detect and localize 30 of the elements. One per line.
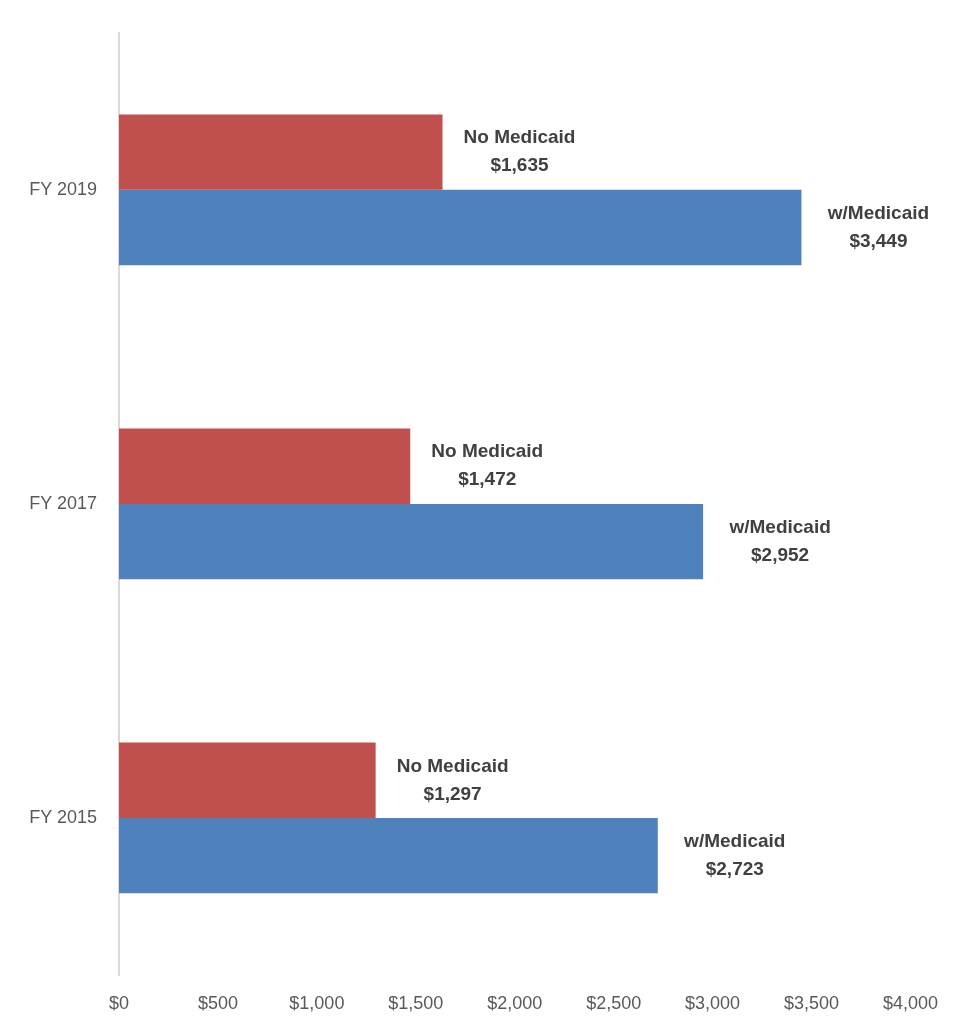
- x-tick-label: $1,500: [388, 992, 444, 1013]
- x-tick-label: $4,000: [882, 992, 938, 1013]
- text: w/Medicaid: [684, 829, 786, 851]
- data-label: $3,449: [849, 229, 908, 251]
- data-label: $1,297: [423, 782, 482, 804]
- text: w/Medicaid: [729, 515, 831, 537]
- x-tick-label: $1,000: [289, 992, 345, 1013]
- bar: [119, 742, 376, 818]
- bar: [119, 114, 443, 190]
- text: No Medicaid: [431, 440, 544, 462]
- series-label: w/Medicaid: [826, 201, 930, 223]
- data-label: $2,952: [751, 543, 810, 565]
- y-tick-label: FY 2015: [29, 806, 97, 827]
- x-tick-label: $2,500: [586, 992, 642, 1013]
- bar: [119, 503, 704, 580]
- data-label: $1,635: [490, 154, 549, 176]
- text: No Medicaid: [463, 126, 576, 148]
- x-tick-label: $2,000: [487, 992, 543, 1013]
- y-tick-label: FY 2017: [29, 492, 97, 513]
- x-tick-label: $3,500: [784, 992, 840, 1013]
- data-label: $2,723: [705, 857, 764, 879]
- data-label: $1,472: [458, 468, 517, 490]
- bar: [119, 428, 411, 504]
- x-tick-label: $3,000: [685, 992, 741, 1013]
- x-tick-label: $500: [197, 992, 238, 1013]
- series-label: No Medicaid: [396, 754, 509, 776]
- bar: [119, 817, 658, 894]
- x-tick-label: $0: [108, 992, 130, 1013]
- y-tick-label: FY 2019: [29, 178, 97, 199]
- bar: [119, 189, 802, 266]
